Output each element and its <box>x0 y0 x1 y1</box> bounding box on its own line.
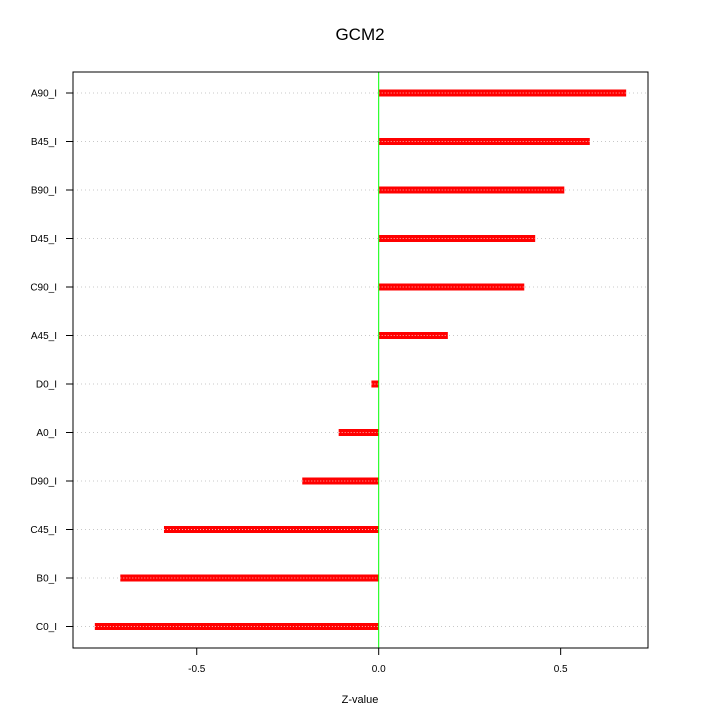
x-tick-label: 0.0 <box>372 664 386 675</box>
y-tick-label: C0_I <box>36 622 57 633</box>
y-tick-label: A45_I <box>31 331 57 342</box>
bar-C45_I <box>163 526 379 533</box>
bar-A0_I <box>338 429 379 436</box>
y-tick-label: D90_I <box>30 477 57 488</box>
y-tick-label: C45_I <box>30 525 57 536</box>
y-tick-label: B90_I <box>31 186 57 197</box>
x-tick-label: 0.5 <box>554 664 568 675</box>
y-tick-label: A0_I <box>36 428 57 439</box>
x-axis-label: Z-value <box>342 694 379 706</box>
bar-A45_I <box>378 332 448 339</box>
x-axis: -0.5 0.0 0.5 <box>188 647 568 675</box>
bar-layer <box>94 89 627 630</box>
y-axis: A90_I B45_I B90_I D45_I C90_I A45_I D0_I A0_I D9… <box>30 89 73 633</box>
y-tick-label: A90_I <box>31 89 57 100</box>
y-tick-label: B0_I <box>36 574 57 585</box>
bar-D90_I <box>302 477 379 485</box>
y-tick-label: B45_I <box>31 137 57 148</box>
x-tick-label: -0.5 <box>188 664 206 675</box>
bar-B90_I <box>378 186 565 194</box>
y-tick-label: C90_I <box>30 283 57 294</box>
y-tick-label: D45_I <box>30 234 57 245</box>
chart-title: GCM2 <box>335 25 384 44</box>
y-tick-label: D0_I <box>36 380 57 391</box>
